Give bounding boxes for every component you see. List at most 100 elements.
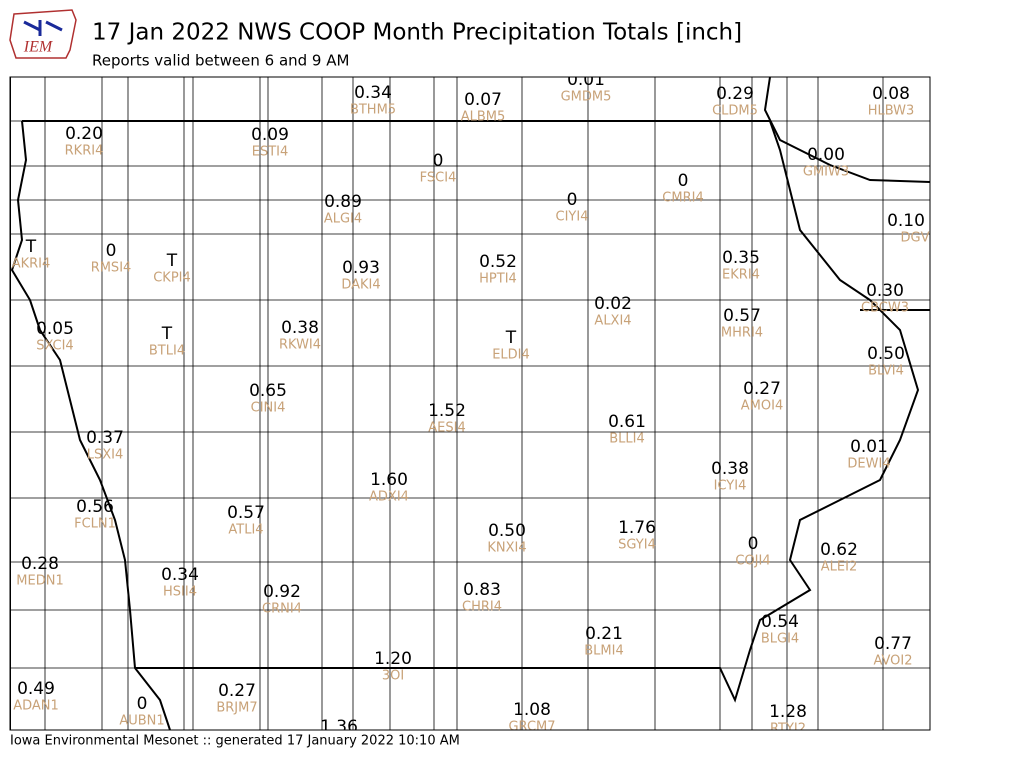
station-id: RTYI2 <box>770 722 806 737</box>
station-id: AMOI4 <box>741 399 783 414</box>
logo: IEM <box>9 9 77 59</box>
station-id: ALXI4 <box>594 314 631 329</box>
station-id: RKRI4 <box>65 144 104 159</box>
station-value: 0.65 <box>249 381 287 401</box>
station-id: AUBN1 <box>119 714 164 729</box>
station-id: BLMI4 <box>584 644 623 659</box>
station-value: 0.92 <box>263 582 301 602</box>
state-border <box>10 120 171 730</box>
station-id: HLBW3 <box>868 104 915 119</box>
station-id: BTLI4 <box>149 344 185 359</box>
station-value: 0.02 <box>594 294 632 314</box>
station-id: HSII4 <box>163 585 197 600</box>
station-id: GRCM7 <box>508 720 555 735</box>
station-id: 3OI <box>382 669 404 684</box>
station-value: 0 <box>748 534 759 554</box>
station-value: 0.07 <box>464 90 502 110</box>
station-id: CMRI4 <box>662 191 703 206</box>
station-id: MHRI4 <box>721 326 763 341</box>
station-value: 0.83 <box>463 580 501 600</box>
station-id: BLLI4 <box>609 432 645 447</box>
station-id: ALEI2 <box>821 560 857 575</box>
map-frame <box>9 76 931 731</box>
station-value: 1.36 <box>320 717 358 737</box>
station-value: 0.38 <box>281 318 319 338</box>
station-value: 0.57 <box>227 503 265 523</box>
station-id: CHRI4 <box>462 600 502 615</box>
station-value: 0.35 <box>722 248 760 268</box>
station-id: BTHM5 <box>350 103 396 118</box>
station-value: 0.34 <box>161 565 199 585</box>
station-value: 0.05 <box>36 319 74 339</box>
station-value: T <box>25 237 37 257</box>
station-id: EKRI4 <box>722 268 760 283</box>
station-value: 0.30 <box>866 281 904 301</box>
station-value: 0.20 <box>65 124 103 144</box>
station-value: 0.77 <box>874 634 912 654</box>
station-id: CRNI4 <box>262 602 302 617</box>
station-id: AKRI4 <box>12 257 51 272</box>
station-value: 0.57 <box>723 306 761 326</box>
station-id: AESI4 <box>428 421 465 436</box>
station-value: 0.89 <box>324 192 362 212</box>
station-id: RMSI4 <box>91 261 132 276</box>
station-id: AVOI2 <box>873 654 912 669</box>
station-value: 1.76 <box>618 518 656 538</box>
station-value: T <box>161 324 173 344</box>
logo-icon <box>23 20 63 36</box>
station-id: DEWI4 <box>847 457 890 472</box>
station-id: ELDI4 <box>492 348 530 363</box>
station-id: CIYI4 <box>556 210 589 225</box>
station-id: ADXI4 <box>369 490 409 505</box>
station-value: 0.09 <box>251 125 289 145</box>
station-value: 0.50 <box>867 344 905 364</box>
logo-text: IEM <box>23 39 54 56</box>
station-id: DAKI4 <box>341 278 380 293</box>
station-id: BLVI4 <box>868 364 904 379</box>
station-value: 1.60 <box>370 470 408 490</box>
station-value: 0.01 <box>567 70 605 90</box>
footer: Iowa Environmental Mesonet :: generated … <box>10 734 460 749</box>
station-id: CINI4 <box>251 401 286 416</box>
station-id: BLGI4 <box>761 632 799 647</box>
station-id: LSXI4 <box>87 448 124 463</box>
station-id: SGYI4 <box>618 538 656 553</box>
station-id: HPTI4 <box>479 272 517 287</box>
station-value: 1.52 <box>428 401 466 421</box>
station-id: FSCI4 <box>420 171 457 186</box>
station-id: ATLI4 <box>228 523 263 538</box>
station-value: 1.28 <box>769 702 807 722</box>
station-id: ESTI4 <box>252 145 289 160</box>
station-value: 0.29 <box>716 84 754 104</box>
station-value: 0.52 <box>479 252 517 272</box>
station-value: T <box>505 328 517 348</box>
station-value: 0.27 <box>218 681 256 701</box>
station-value: T <box>166 251 178 271</box>
station-value: 0.54 <box>761 612 799 632</box>
station-id: BRJM7 <box>216 701 257 716</box>
station-value: 0 <box>137 694 148 714</box>
station-id: COJI4 <box>735 554 770 569</box>
station-id: GMIW3 <box>803 165 849 180</box>
station-value: 1.20 <box>374 649 412 669</box>
station-value: 0 <box>106 241 117 261</box>
subtitle: Reports valid between 6 and 9 AM <box>92 52 349 70</box>
station-value: 0.62 <box>820 540 858 560</box>
station-id: ICYI4 <box>714 479 747 494</box>
station-value: 0.00 <box>807 145 845 165</box>
station-value: 0.50 <box>488 521 526 541</box>
state-border <box>10 77 770 730</box>
station-id: KNXI4 <box>487 541 526 556</box>
station-id: ALGI4 <box>324 212 362 227</box>
station-id: CKPI4 <box>153 271 191 286</box>
station-value: 0.56 <box>76 497 114 517</box>
station-value: 0.37 <box>86 428 124 448</box>
station-value: 0.49 <box>17 679 55 699</box>
station-id: MEDN1 <box>16 574 63 589</box>
state-border <box>135 120 920 703</box>
station-id: SXCI4 <box>36 339 73 354</box>
station-value: 0.27 <box>743 379 781 399</box>
station-value: 1.08 <box>513 700 551 720</box>
